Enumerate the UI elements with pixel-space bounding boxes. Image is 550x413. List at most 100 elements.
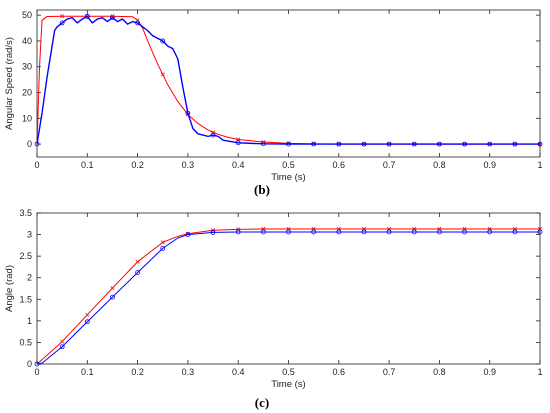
series-marker-circle bbox=[336, 141, 342, 147]
series-marker-circle bbox=[135, 270, 141, 275]
series-marker-circle bbox=[110, 294, 115, 300]
y-tick-label: 1 bbox=[27, 316, 32, 326]
y-tick-label: 1.5 bbox=[19, 294, 32, 304]
x-tick-label: 0.1 bbox=[81, 160, 94, 170]
y-tick-label: 40 bbox=[22, 36, 32, 46]
series-marker-circle bbox=[84, 14, 90, 19]
y-tick-label: 3 bbox=[27, 230, 32, 240]
x-tick-label: 1 bbox=[537, 367, 542, 377]
series-marker-circle bbox=[34, 141, 40, 147]
x-tick-label: 0.2 bbox=[131, 367, 144, 377]
series-marker-x bbox=[160, 240, 165, 245]
series-marker-circle bbox=[361, 141, 367, 147]
series-marker-x bbox=[110, 285, 115, 291]
series-marker-circle bbox=[260, 229, 266, 235]
y-axis-label: Angle (rad) bbox=[4, 265, 15, 312]
series-marker-circle bbox=[512, 141, 518, 147]
x-tick-label: 0.7 bbox=[383, 367, 396, 377]
plot-frame bbox=[36, 9, 541, 158]
series-marker-circle bbox=[512, 229, 518, 235]
x-tick-label: 0.4 bbox=[232, 160, 245, 170]
chart-angle: 0 0.1 0.2 0.3 0.4 0.5 0.6 0.7 0.8 0.9 1 0 0.5 1 1.5 2 2.… bbox=[4, 208, 543, 390]
series-marker-circle bbox=[235, 140, 241, 146]
series-marker-circle bbox=[286, 229, 291, 235]
series-marker-circle bbox=[436, 141, 442, 147]
x-tick-label: 0 bbox=[34, 160, 39, 170]
series-marker-circle bbox=[436, 229, 442, 235]
series-line-0 bbox=[36, 15, 540, 145]
x-axis-label: Time (s) bbox=[271, 379, 305, 390]
series-marker-circle bbox=[160, 245, 166, 251]
y-axis-label: Angular Speed (rad/s) bbox=[4, 37, 15, 130]
x-tick-label: 0.5 bbox=[282, 367, 295, 377]
series-marker-x bbox=[160, 72, 165, 77]
x-tick-label: 0.5 bbox=[282, 160, 295, 170]
series-marker-circle bbox=[462, 229, 467, 235]
series-marker-x bbox=[135, 259, 140, 264]
series-marker-circle bbox=[462, 141, 467, 147]
y-tick-label: 0.5 bbox=[19, 337, 32, 347]
series-marker-circle bbox=[59, 20, 65, 26]
series-line-1 bbox=[36, 231, 540, 365]
y-tick-label: 0 bbox=[27, 359, 32, 369]
x-tick-label: 0.8 bbox=[433, 160, 446, 170]
series-marker-circle bbox=[210, 230, 216, 235]
x-tick-label: 1 bbox=[537, 160, 542, 170]
x-tick-label: 0.8 bbox=[433, 367, 446, 377]
y-tick-label: 10 bbox=[22, 113, 32, 123]
series-marker-circle bbox=[185, 110, 191, 116]
series-marker-circle bbox=[336, 229, 342, 235]
series-marker-circle bbox=[210, 132, 216, 138]
series-marker-x bbox=[110, 14, 115, 19]
x-tick-label: 0.4 bbox=[232, 367, 245, 377]
series-marker-circle bbox=[386, 229, 392, 235]
series-marker-circle bbox=[135, 20, 141, 26]
x-tick-label: 0.7 bbox=[383, 160, 396, 170]
series-line-1 bbox=[36, 15, 540, 145]
series-marker-x bbox=[236, 137, 241, 142]
y-tick-label: 3.5 bbox=[19, 208, 32, 218]
x-tick-label: 0.9 bbox=[483, 367, 496, 377]
x-tick-label: 0 bbox=[34, 367, 39, 377]
series-marker-circle bbox=[110, 15, 115, 21]
series-marker-circle bbox=[311, 229, 317, 235]
y-tick-label: 2 bbox=[27, 273, 32, 283]
series-marker-x bbox=[60, 339, 65, 344]
x-tick-label: 0.6 bbox=[333, 160, 346, 170]
chart-angular-speed: 0 0.1 0.2 0.3 0.4 0.5 0.6 0.7 0.8 0.9 101020304050… bbox=[4, 9, 543, 183]
series-marker-circle bbox=[537, 141, 543, 147]
y-tick-label: 30 bbox=[22, 62, 32, 72]
y-tick-label: 0 bbox=[27, 139, 32, 149]
caption-c: (c) bbox=[255, 395, 269, 410]
series-marker-circle bbox=[185, 232, 191, 237]
y-tick-label: 20 bbox=[22, 88, 32, 98]
series-marker-x bbox=[85, 312, 90, 317]
series-marker-circle bbox=[235, 229, 241, 235]
series-marker-circle bbox=[386, 141, 392, 147]
x-axis-label: Time (s) bbox=[271, 172, 305, 183]
series-marker-circle bbox=[537, 229, 543, 235]
x-tick-label: 0.3 bbox=[182, 367, 195, 377]
series-marker-circle bbox=[361, 229, 367, 235]
x-tick-label: 0.1 bbox=[81, 367, 94, 377]
x-tick-label: 0.3 bbox=[182, 160, 195, 170]
series-marker-circle bbox=[487, 229, 493, 235]
series-marker-circle bbox=[487, 141, 493, 147]
caption-b: (b) bbox=[254, 182, 270, 197]
x-tick-label: 0.6 bbox=[333, 367, 346, 377]
x-tick-label: 0.2 bbox=[131, 160, 144, 170]
y-tick-label: 2.5 bbox=[19, 251, 32, 261]
series-marker-circle bbox=[286, 141, 291, 147]
series-marker-circle bbox=[34, 361, 40, 367]
x-tick-label: 0.9 bbox=[483, 160, 496, 170]
series-marker-circle bbox=[59, 344, 65, 350]
series-marker-circle bbox=[411, 229, 417, 235]
y-tick-label: 50 bbox=[22, 10, 32, 20]
series-marker-circle bbox=[311, 141, 317, 147]
series-marker-circle bbox=[411, 141, 417, 147]
series-marker-circle bbox=[84, 319, 90, 325]
series-marker-circle bbox=[260, 141, 266, 147]
series-marker-x bbox=[60, 14, 65, 19]
series-marker-circle bbox=[160, 38, 166, 44]
